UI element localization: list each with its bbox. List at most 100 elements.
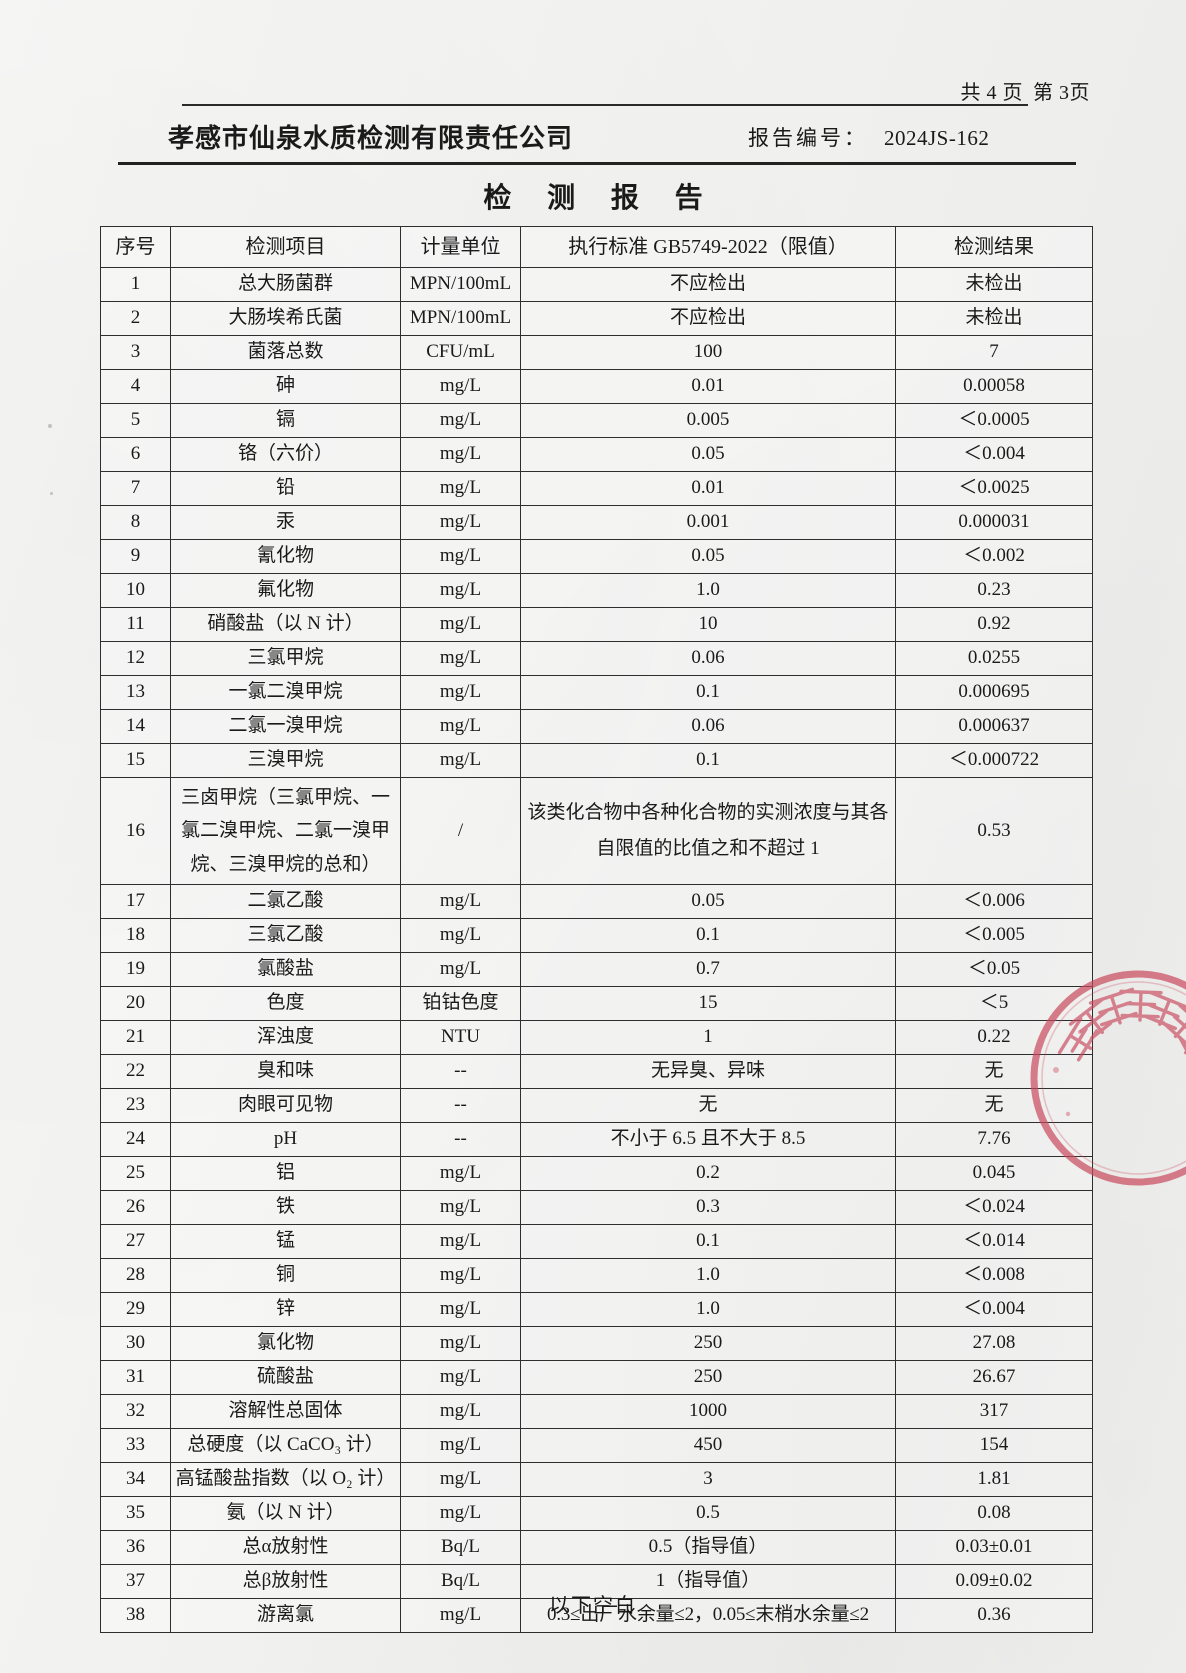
table-row: 19 氯酸盐 mg/L 0.7 ＜0.05: [100, 952, 1093, 987]
cell-unit: --: [400, 1088, 521, 1123]
cell-item: 三氯乙酸: [170, 918, 401, 953]
cell-item: 大肠埃希氏菌: [170, 301, 401, 336]
cell-no: 12: [100, 641, 171, 676]
cell-standard: 0.05: [520, 884, 896, 919]
table-row: 21 浑浊度 NTU 1 0.22: [100, 1020, 1093, 1055]
cell-unit: mg/L: [400, 505, 521, 540]
cell-unit: NTU: [400, 1020, 521, 1055]
col-header-result: 检测结果: [895, 226, 1093, 268]
table-row: 30 氯化物 mg/L 250 27.08: [100, 1326, 1093, 1361]
cell-unit: mg/L: [400, 369, 521, 404]
cell-standard: 3: [520, 1462, 896, 1497]
cell-standard: 0.06: [520, 641, 896, 676]
cell-item: 铬（六价）: [170, 437, 401, 472]
cell-unit: 铂钴色度: [400, 986, 521, 1021]
cell-standard: 无: [520, 1088, 896, 1123]
cell-result: ＜5: [895, 986, 1093, 1021]
cell-no: 27: [100, 1224, 171, 1259]
cell-unit: mg/L: [400, 573, 521, 608]
cell-unit: mg/L: [400, 539, 521, 574]
cell-result: 未检出: [895, 267, 1093, 302]
cell-item: 铝: [170, 1156, 401, 1191]
cell-item: 氯化物: [170, 1326, 401, 1361]
cell-no: 28: [100, 1258, 171, 1293]
cell-no: 33: [100, 1428, 171, 1463]
cell-result: 无: [895, 1054, 1093, 1089]
table-row: 24 pH -- 不小于 6.5 且不大于 8.5 7.76: [100, 1122, 1093, 1157]
scan-speck: [50, 492, 53, 495]
cell-result: ＜0.006: [895, 884, 1093, 919]
cell-unit: mg/L: [400, 918, 521, 953]
cell-result: 无: [895, 1088, 1093, 1123]
cell-no: 24: [100, 1122, 171, 1157]
cell-item: 镉: [170, 403, 401, 438]
table-row: 35 氨（以 N 计） mg/L 0.5 0.08: [100, 1496, 1093, 1531]
cell-no: 36: [100, 1530, 171, 1565]
cell-no: 5: [100, 403, 171, 438]
cell-result: 7: [895, 335, 1093, 370]
cell-result: 0.000031: [895, 505, 1093, 540]
cell-no: 1: [100, 267, 171, 302]
cell-unit: mg/L: [400, 952, 521, 987]
table-row: 16 三卤甲烷（三氯甲烷、一氯二溴甲烷、二氯一溴甲烷、三溴甲烷的总和） / 该类化合物…: [100, 777, 1093, 885]
cell-no: 25: [100, 1156, 171, 1191]
cell-item: 硫酸盐: [170, 1360, 401, 1395]
table-row: 1 总大肠菌群 MPN/100mL 不应检出 未检出: [100, 267, 1093, 302]
cell-unit: MPN/100mL: [400, 267, 521, 302]
cell-item: 砷: [170, 369, 401, 404]
cell-unit: mg/L: [400, 743, 521, 778]
cell-no: 6: [100, 437, 171, 472]
cell-item: 锰: [170, 1224, 401, 1259]
table-row: 9 氰化物 mg/L 0.05 ＜0.002: [100, 539, 1093, 574]
table-row: 22 臭和味 -- 无异臭、异味无: [100, 1054, 1093, 1089]
table-row: 15 三溴甲烷 mg/L 0.1 ＜0.000722: [100, 743, 1093, 778]
report-number-label: 报告编号：: [748, 126, 868, 150]
cell-no: 37: [100, 1564, 171, 1599]
cell-unit: CFU/mL: [400, 335, 521, 370]
cell-item: 三卤甲烷（三氯甲烷、一氯二溴甲烷、二氯一溴甲烷、三溴甲烷的总和）: [170, 777, 401, 885]
report-number: 报告编号： 2024JS-162: [748, 122, 989, 152]
cell-result: ＜0.005: [895, 918, 1093, 953]
cell-standard: 0.1: [520, 675, 896, 710]
cell-unit: Bq/L: [400, 1564, 521, 1599]
cell-item: 铅: [170, 471, 401, 506]
cell-result: 0.09±0.02: [895, 1564, 1093, 1599]
cell-standard: 1.0: [520, 1292, 896, 1327]
cell-result: 1.81: [895, 1462, 1093, 1497]
cell-no: 15: [100, 743, 171, 778]
cell-standard: 0.2: [520, 1156, 896, 1191]
cell-result: 154: [895, 1428, 1093, 1463]
cell-standard: 0.05: [520, 539, 896, 574]
cell-unit: mg/L: [400, 1224, 521, 1259]
cell-item: 溶解性总固体: [170, 1394, 401, 1429]
cell-unit: mg/L: [400, 1598, 521, 1633]
cell-no: 11: [100, 607, 171, 642]
cell-item: 铜: [170, 1258, 401, 1293]
cell-result: 未检出: [895, 301, 1093, 336]
cell-result: 0.53: [895, 777, 1093, 885]
table-row: 27 锰 mg/L 0.1 ＜0.014: [100, 1224, 1093, 1259]
cell-unit: /: [400, 777, 521, 885]
cell-item: 二氯一溴甲烷: [170, 709, 401, 744]
table-row: 32 溶解性总固体 mg/L 1000 317: [100, 1394, 1093, 1429]
report-number-value: 2024JS-162: [884, 126, 990, 150]
cell-unit: mg/L: [400, 1496, 521, 1531]
table-row: 8 汞 mg/L 0.001 0.000031: [100, 505, 1093, 540]
cell-standard: 0.1: [520, 743, 896, 778]
table-row: 36 总α放射性 Bq/L 0.5（指导值） 0.03±0.01: [100, 1530, 1093, 1565]
table-row: 18 三氯乙酸 mg/L 0.1 ＜0.005: [100, 918, 1093, 953]
table-row: 38 游离氯 mg/L 0.3≤出厂水余量≤2，0.05≤末梢水余量≤2 0.36: [100, 1598, 1093, 1633]
cell-item: 三溴甲烷: [170, 743, 401, 778]
cell-no: 10: [100, 573, 171, 608]
cell-no: 8: [100, 505, 171, 540]
cell-unit: mg/L: [400, 1190, 521, 1225]
header-rule-bottom: [118, 162, 1076, 165]
cell-unit: Bq/L: [400, 1530, 521, 1565]
cell-unit: --: [400, 1054, 521, 1089]
table-row: 4 砷 mg/L 0.01 0.00058: [100, 369, 1093, 404]
table-row: 6 铬（六价） mg/L 0.05 ＜0.004: [100, 437, 1093, 472]
cell-no: 29: [100, 1292, 171, 1327]
cell-item: 二氯乙酸: [170, 884, 401, 919]
cell-unit: mg/L: [400, 437, 521, 472]
